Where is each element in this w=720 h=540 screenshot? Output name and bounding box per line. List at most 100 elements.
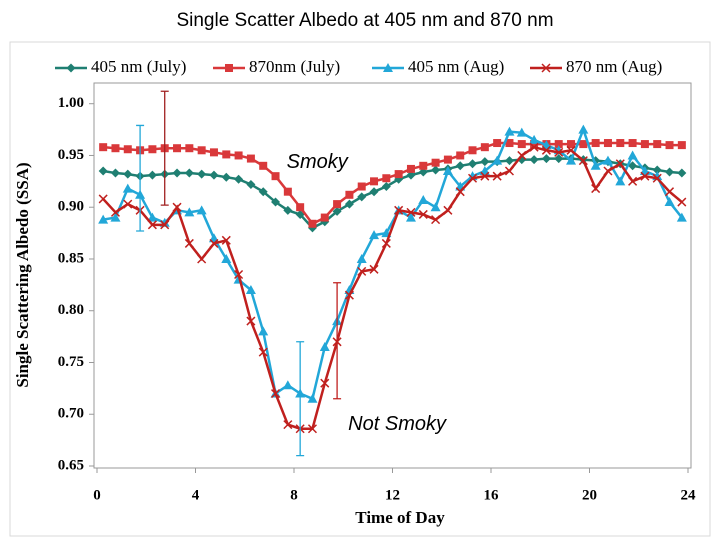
- marker: [221, 235, 231, 245]
- marker: [530, 140, 539, 149]
- y-tick-label: 0.90: [58, 199, 84, 215]
- marker: [652, 173, 662, 183]
- marker: [197, 169, 207, 179]
- marker: [356, 253, 367, 263]
- marker: [369, 264, 379, 274]
- marker: [529, 155, 539, 165]
- marker: [615, 159, 625, 169]
- marker: [628, 176, 638, 186]
- marker: [554, 147, 564, 157]
- legend-marker: [383, 63, 393, 72]
- y-tick-label: 0.80: [58, 302, 84, 318]
- marker: [221, 172, 231, 182]
- legend-label: 405 nm (July): [91, 57, 186, 76]
- marker: [541, 145, 551, 155]
- marker: [98, 214, 109, 224]
- marker: [602, 155, 613, 165]
- marker: [480, 157, 490, 167]
- marker: [123, 199, 133, 209]
- marker: [480, 171, 490, 181]
- x-axis-label: Time of Day: [355, 508, 445, 527]
- marker: [345, 190, 354, 199]
- y-tick-label: 0.75: [58, 354, 84, 370]
- marker: [677, 197, 687, 207]
- marker: [628, 139, 637, 148]
- marker: [98, 166, 108, 176]
- y-tick-label: 0.85: [58, 250, 84, 266]
- marker: [505, 139, 514, 148]
- marker: [616, 139, 625, 148]
- marker: [259, 161, 268, 170]
- marker: [554, 140, 563, 149]
- marker: [579, 140, 588, 149]
- marker: [173, 144, 182, 153]
- marker: [147, 220, 157, 230]
- marker: [246, 154, 255, 163]
- x-tick-label: 24: [681, 487, 697, 503]
- marker: [504, 156, 514, 166]
- marker: [627, 150, 638, 160]
- marker: [283, 420, 293, 430]
- marker: [234, 269, 244, 280]
- marker: [517, 140, 526, 149]
- marker: [148, 145, 157, 154]
- marker: [222, 150, 231, 159]
- marker: [320, 378, 330, 388]
- marker: [110, 207, 120, 217]
- marker: [221, 253, 232, 263]
- marker: [369, 230, 380, 240]
- legend-marker: [66, 63, 76, 73]
- error-bar: [136, 124, 145, 232]
- marker: [628, 161, 638, 171]
- marker: [418, 209, 428, 219]
- marker: [271, 389, 281, 399]
- marker: [665, 187, 675, 197]
- marker: [357, 192, 367, 202]
- x-tick-label: 8: [290, 487, 298, 503]
- marker: [307, 424, 317, 434]
- marker: [122, 183, 133, 193]
- y-tick-label: 1.00: [58, 95, 84, 111]
- marker: [296, 203, 305, 212]
- marker: [246, 316, 256, 326]
- marker: [443, 155, 452, 164]
- annotation: Not Smoky: [348, 413, 447, 435]
- marker: [209, 148, 218, 157]
- marker: [110, 168, 120, 178]
- marker: [147, 170, 157, 180]
- marker: [516, 127, 527, 137]
- marker: [567, 140, 576, 149]
- marker: [418, 194, 429, 204]
- marker: [184, 207, 195, 217]
- marker: [405, 212, 416, 222]
- marker: [258, 187, 268, 197]
- marker: [677, 168, 687, 178]
- x-tick-label: 0: [93, 487, 101, 503]
- marker: [197, 146, 206, 155]
- marker: [333, 200, 342, 209]
- marker: [271, 172, 280, 181]
- marker: [665, 141, 674, 150]
- marker: [382, 174, 391, 183]
- marker: [370, 177, 379, 186]
- x-tick-label: 12: [385, 487, 400, 503]
- marker: [590, 160, 601, 170]
- y-tick-label: 0.65: [58, 457, 84, 473]
- y-axis-label: Single Scattering Albedo (SSA): [13, 162, 32, 387]
- error-bar: [160, 90, 169, 206]
- legend-marker: [541, 63, 551, 73]
- marker: [381, 238, 391, 248]
- marker: [172, 202, 182, 212]
- marker: [517, 150, 527, 160]
- marker: [430, 202, 441, 212]
- marker: [172, 168, 182, 178]
- marker: [664, 197, 675, 207]
- legend-marker: [225, 64, 233, 72]
- marker: [99, 143, 108, 152]
- marker: [110, 212, 121, 222]
- marker: [504, 126, 515, 136]
- marker: [468, 146, 477, 155]
- legend-label: 870 nm (Aug): [566, 57, 662, 76]
- marker: [492, 155, 503, 165]
- error-bar: [333, 282, 342, 400]
